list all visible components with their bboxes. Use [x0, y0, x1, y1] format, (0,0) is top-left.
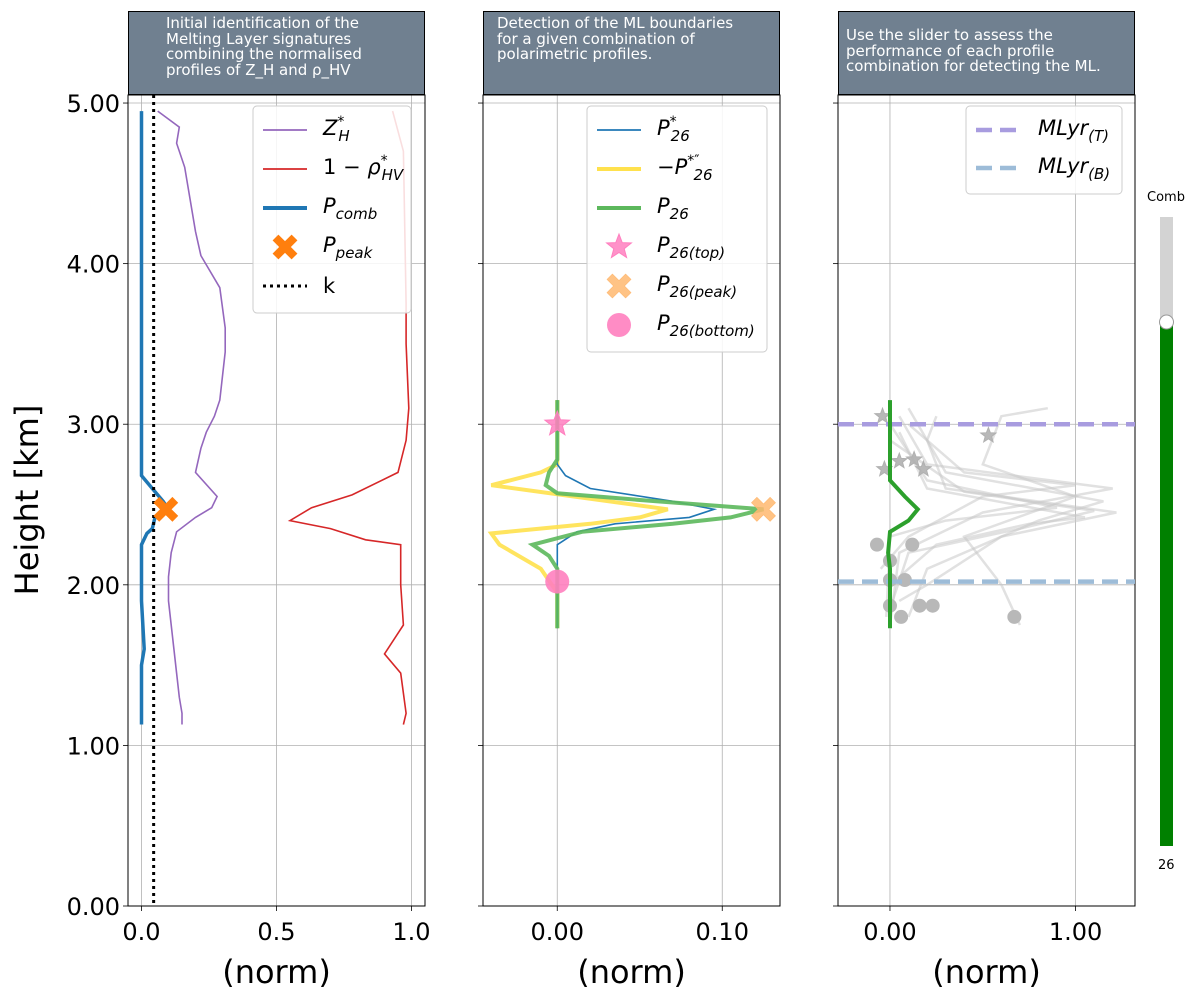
comb-profile-line: [962, 406, 1080, 626]
comb-bottom-marker: [1007, 609, 1022, 624]
y-tick-label: 4.00: [67, 251, 120, 279]
panel3-marks: [838, 400, 1135, 629]
rhohv-line: [287, 110, 410, 725]
legend-label: −P*″ 26: [657, 153, 713, 184]
comb-bottom-marker: [905, 537, 920, 552]
x-axis-label: (norm): [932, 953, 1041, 991]
legend-label: MLyr(T): [1038, 116, 1109, 145]
p26-top-marker: [543, 409, 571, 436]
legend-box: [252, 105, 412, 314]
slider-label: Comb: [1147, 190, 1185, 205]
legend-label: 1 − ρ* HV: [323, 153, 405, 184]
p26-peak-marker: [751, 496, 776, 522]
comb-top-marker: [914, 459, 933, 477]
y-tick-label: 1.00: [67, 732, 120, 760]
zh-line: [157, 110, 226, 725]
comb-bottom-marker: [912, 598, 927, 613]
p26-star-line: [556, 400, 718, 629]
x-tick-label: 1.00: [1049, 918, 1102, 946]
p26-line: [886, 400, 921, 629]
legend-panel-2: P* 26 −P*″ 26 P26 P26(top) P26(peak) P26(bottom…: [586, 105, 768, 353]
x-axis-label: (norm): [222, 953, 331, 991]
y-tick-label: 2.00: [67, 572, 120, 600]
comb-top-marker: [890, 451, 909, 469]
comb-profile-line: [889, 431, 1086, 586]
legend-handle: [607, 313, 631, 337]
x-tick-label: 0.5: [257, 918, 295, 946]
slider-value: 26: [1158, 858, 1175, 873]
panel-1: 0.0 0.5 1.0 (norm): [122, 94, 431, 991]
axes-frame: [482, 94, 781, 907]
comb-profile-line: [888, 415, 1113, 626]
comb-profile-line: [907, 407, 1104, 618]
p26-second-derivative-line: [487, 400, 669, 629]
y-tick-label: 5.00: [67, 90, 120, 118]
comb-top-marker: [873, 406, 892, 424]
p26-line: [527, 400, 764, 629]
p26-bottom-marker: [545, 569, 570, 594]
panel-3: 0.00 1.00 (norm): [833, 94, 1136, 991]
legend-label: Z* H: [322, 114, 350, 145]
panel2-header: Detection of the ML boundaries for a giv…: [483, 11, 780, 95]
x-tick-label: 0.10: [696, 918, 749, 946]
comb-bottom-marker: [925, 598, 940, 613]
x-axis-label: (norm): [577, 953, 686, 991]
legend-panel-3: MLyr(T) MLyr(B): [965, 105, 1123, 195]
comb-bottom-marker: [869, 537, 884, 552]
panel-2: 0.00 0.10 (norm): [478, 94, 781, 991]
comb-slider[interactable]: [1159, 217, 1174, 847]
x-tick-label: 1.0: [392, 918, 430, 946]
x-tick-label: 0.0: [122, 918, 160, 946]
legend-label: P26: [657, 194, 689, 223]
y-tick-label: 0.00: [67, 893, 120, 921]
axes-frame: [127, 94, 426, 907]
legend-label: Ppeak: [323, 233, 374, 262]
legend-label: Pcomb: [323, 194, 377, 223]
panel1-header: Initial identification of the Melting La…: [128, 11, 425, 95]
legend-label: P26(bottom): [657, 311, 755, 340]
y-tick-label: 3.00: [67, 411, 120, 439]
legend-label: MLyr(B): [1038, 154, 1110, 183]
legend-handle: [272, 234, 298, 260]
comb-top-marker: [979, 426, 998, 444]
panel1-marks: [139, 95, 410, 906]
y-axis-label: Height [km]: [8, 405, 46, 596]
legend-label: k: [323, 274, 336, 298]
x-tick-label: 0.00: [863, 918, 916, 946]
comb-profile-line: [879, 423, 1076, 570]
legend-label: P26(top): [657, 233, 725, 262]
panel3-header: Use the slider to assess the performance…: [838, 11, 1135, 95]
comb-bottom-marker: [894, 609, 909, 624]
legend-label: P26(peak): [657, 272, 737, 301]
legend-label: P* 26: [657, 114, 690, 145]
x-tick-label: 0.00: [531, 918, 584, 946]
legend-panel-1: Z* H 1 − ρ* HV Pcomb Ppeak k: [252, 105, 412, 314]
legend-handle: [606, 273, 632, 299]
panel2-marks: [487, 400, 776, 629]
slider-fill: [1160, 322, 1173, 847]
comb-top-marker: [905, 450, 924, 468]
comb-profile-line: [885, 423, 1058, 617]
legend-handle: [605, 232, 633, 259]
slider-handle[interactable]: [1159, 314, 1174, 330]
ppeak-marker: [153, 496, 179, 522]
axes-frame: [837, 94, 1136, 907]
